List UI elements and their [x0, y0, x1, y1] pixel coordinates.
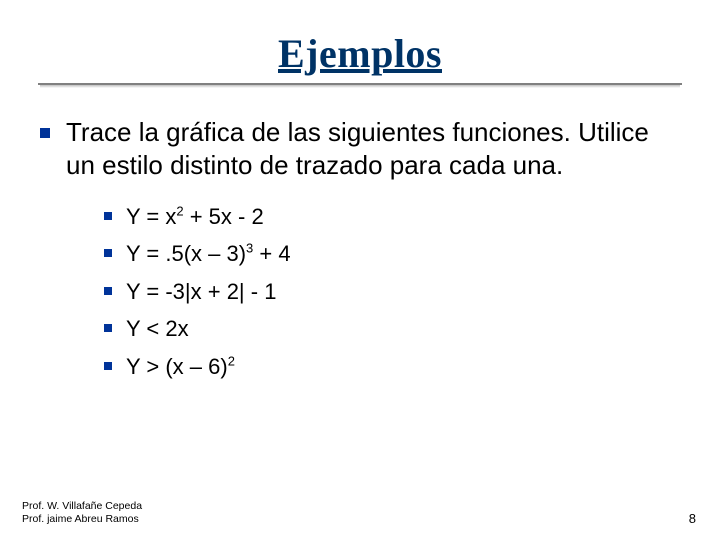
square-bullet-icon: [104, 249, 112, 257]
title-wrap: Ejemplos: [40, 30, 680, 77]
bullet-level1: Trace la gráfica de las siguientes funci…: [40, 116, 680, 183]
bullet-level2: Y = -3|x + 2| - 1: [104, 278, 680, 307]
title-rule: [40, 83, 680, 88]
equation-text: Y = -3|x + 2| - 1: [126, 278, 276, 307]
square-bullet-icon: [104, 287, 112, 295]
slide-title: Ejemplos: [278, 30, 442, 77]
content: Trace la gráfica de las siguientes funci…: [40, 116, 680, 382]
main-bullet-text: Trace la gráfica de las siguientes funci…: [66, 116, 680, 183]
square-bullet-icon: [40, 128, 50, 138]
bullet-level2: Y < 2x: [104, 315, 680, 344]
square-bullet-icon: [104, 324, 112, 332]
author-line: Prof. jaime Abreu Ramos: [22, 513, 142, 526]
slide: Ejemplos Trace la gráfica de las siguien…: [0, 0, 720, 540]
equation-text: Y = .5(x – 3)3 + 4: [126, 240, 291, 269]
square-bullet-icon: [104, 362, 112, 370]
equation-text: Y = x2 + 5x - 2: [126, 203, 264, 232]
equation-text: Y < 2x: [126, 315, 189, 344]
footer: Prof. W. Villafañe Cepeda Prof. jaime Ab…: [22, 500, 696, 526]
sublist: Y = x2 + 5x - 2 Y = .5(x – 3)3 + 4 Y = -…: [104, 203, 680, 382]
author-line: Prof. W. Villafañe Cepeda: [22, 500, 142, 513]
page-number: 8: [689, 511, 696, 526]
bullet-level2: Y = .5(x – 3)3 + 4: [104, 240, 680, 269]
equation-text: Y > (x – 6)2: [126, 353, 235, 382]
bullet-level2: Y = x2 + 5x - 2: [104, 203, 680, 232]
bullet-level2: Y > (x – 6)2: [104, 353, 680, 382]
footer-authors: Prof. W. Villafañe Cepeda Prof. jaime Ab…: [22, 500, 142, 526]
square-bullet-icon: [104, 212, 112, 220]
